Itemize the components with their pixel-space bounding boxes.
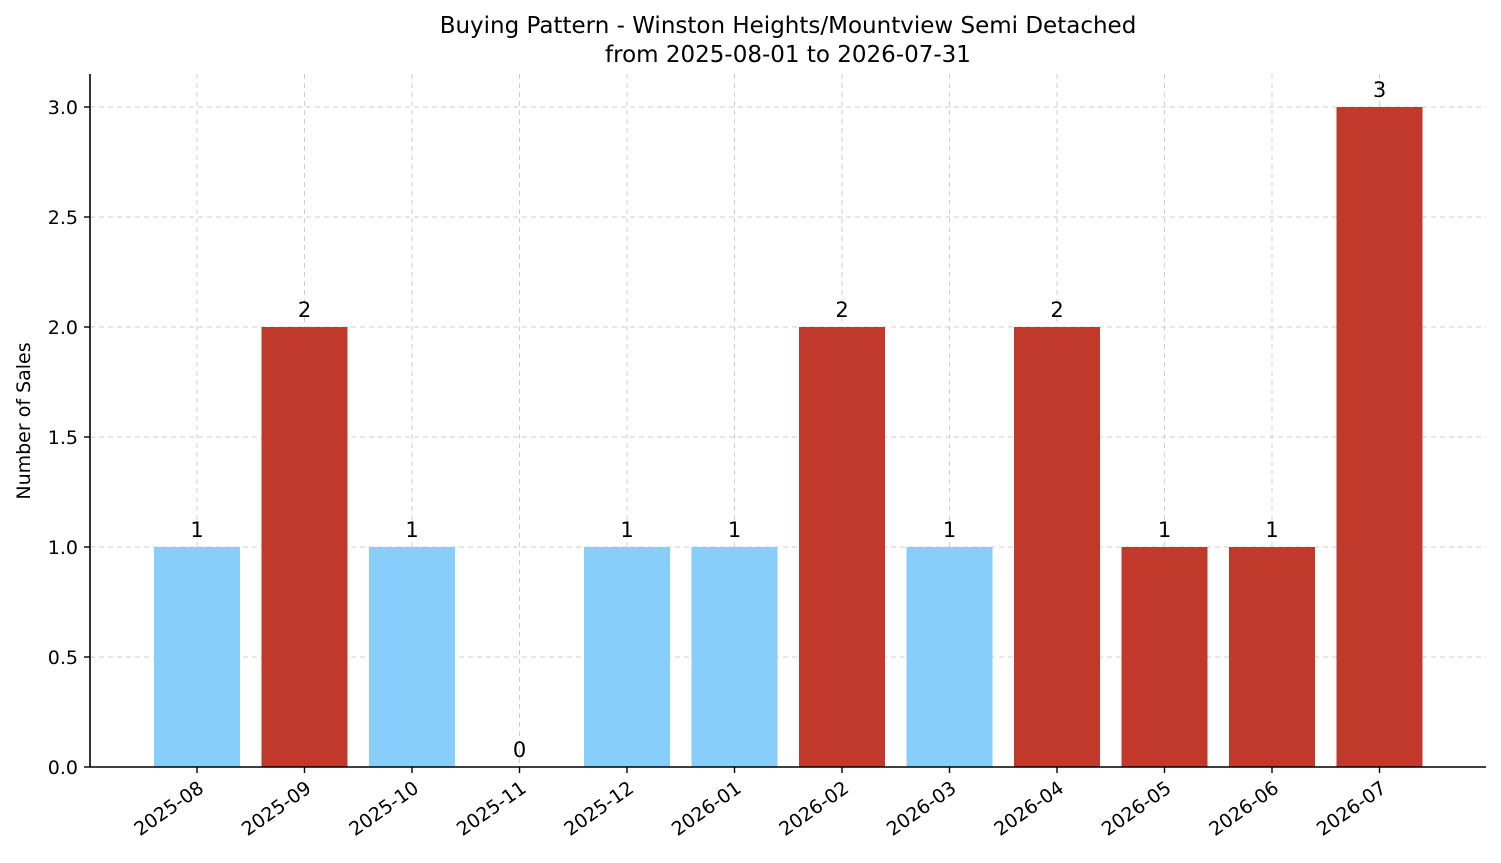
x-tick-label-11: 2026-07: [1313, 777, 1391, 841]
bar-2026-07: [1336, 107, 1423, 767]
data-label-2026-07: 3: [1373, 78, 1386, 102]
chart-subtitle: from 2025-08-01 to 2026-07-31: [605, 42, 971, 68]
bar-2025-12: [584, 547, 670, 767]
data-label-2026-01: 1: [728, 518, 741, 542]
x-tick-label-1: 2025-09: [238, 777, 316, 841]
data-label-2025-12: 1: [620, 518, 633, 542]
x-tick-label-7: 2026-03: [883, 777, 961, 841]
y-tick-label-0: 0.0: [48, 757, 78, 779]
data-label-2026-05: 1: [1158, 518, 1171, 542]
y-tick-label-2: 1.0: [48, 537, 78, 559]
x-tick-label-8: 2026-04: [990, 777, 1068, 841]
data-label-2025-11: 0: [513, 738, 526, 762]
bar-2026-01: [691, 547, 778, 767]
chart-title: Buying Pattern - Winston Heights/Mountvi…: [440, 13, 1137, 39]
data-label-2026-06: 1: [1265, 518, 1278, 542]
axes-layer: [89, 74, 1486, 768]
data-label-2026-02: 2: [835, 298, 848, 322]
data-label-2026-04: 2: [1050, 298, 1063, 322]
x-tick-label-5: 2026-01: [668, 777, 746, 841]
y-axis-label: Number of Sales: [13, 342, 35, 499]
y-tick-label-1: 0.5: [48, 647, 78, 669]
bar-2026-02: [799, 327, 885, 767]
data-label-2025-08: 1: [190, 518, 203, 542]
bar-2026-05: [1121, 547, 1208, 767]
data-label-2025-10: 1: [405, 518, 418, 542]
x-tick-label-10: 2026-06: [1205, 777, 1283, 841]
data-label-2026-03: 1: [943, 518, 956, 542]
bars-layer: [154, 107, 1423, 767]
x-tick-label-6: 2026-02: [775, 777, 853, 841]
bar-2026-06: [1229, 547, 1315, 767]
bar-2026-03: [906, 547, 993, 767]
y-tick-label-5: 2.5: [48, 207, 78, 229]
x-tick-label-4: 2025-12: [560, 777, 638, 841]
bar-2025-08: [154, 547, 240, 767]
x-tick-label-0: 2025-08: [130, 777, 208, 841]
bar-2025-09: [261, 327, 348, 767]
x-tick-label-3: 2025-11: [453, 777, 531, 841]
y-tick-label-3: 1.5: [48, 427, 78, 449]
bar-2025-10: [369, 547, 455, 767]
x-tick-label-9: 2026-05: [1098, 777, 1176, 841]
y-tick-label-6: 3.0: [48, 97, 78, 119]
data-label-2025-09: 2: [298, 298, 311, 322]
x-tick-label-2: 2025-10: [345, 777, 423, 841]
data-labels-layer: 1 2 1 0 1 1 2 1 2 1 1 3: [190, 78, 1386, 762]
y-tick-label-4: 2.0: [48, 317, 78, 339]
bar-2026-04: [1014, 327, 1100, 767]
